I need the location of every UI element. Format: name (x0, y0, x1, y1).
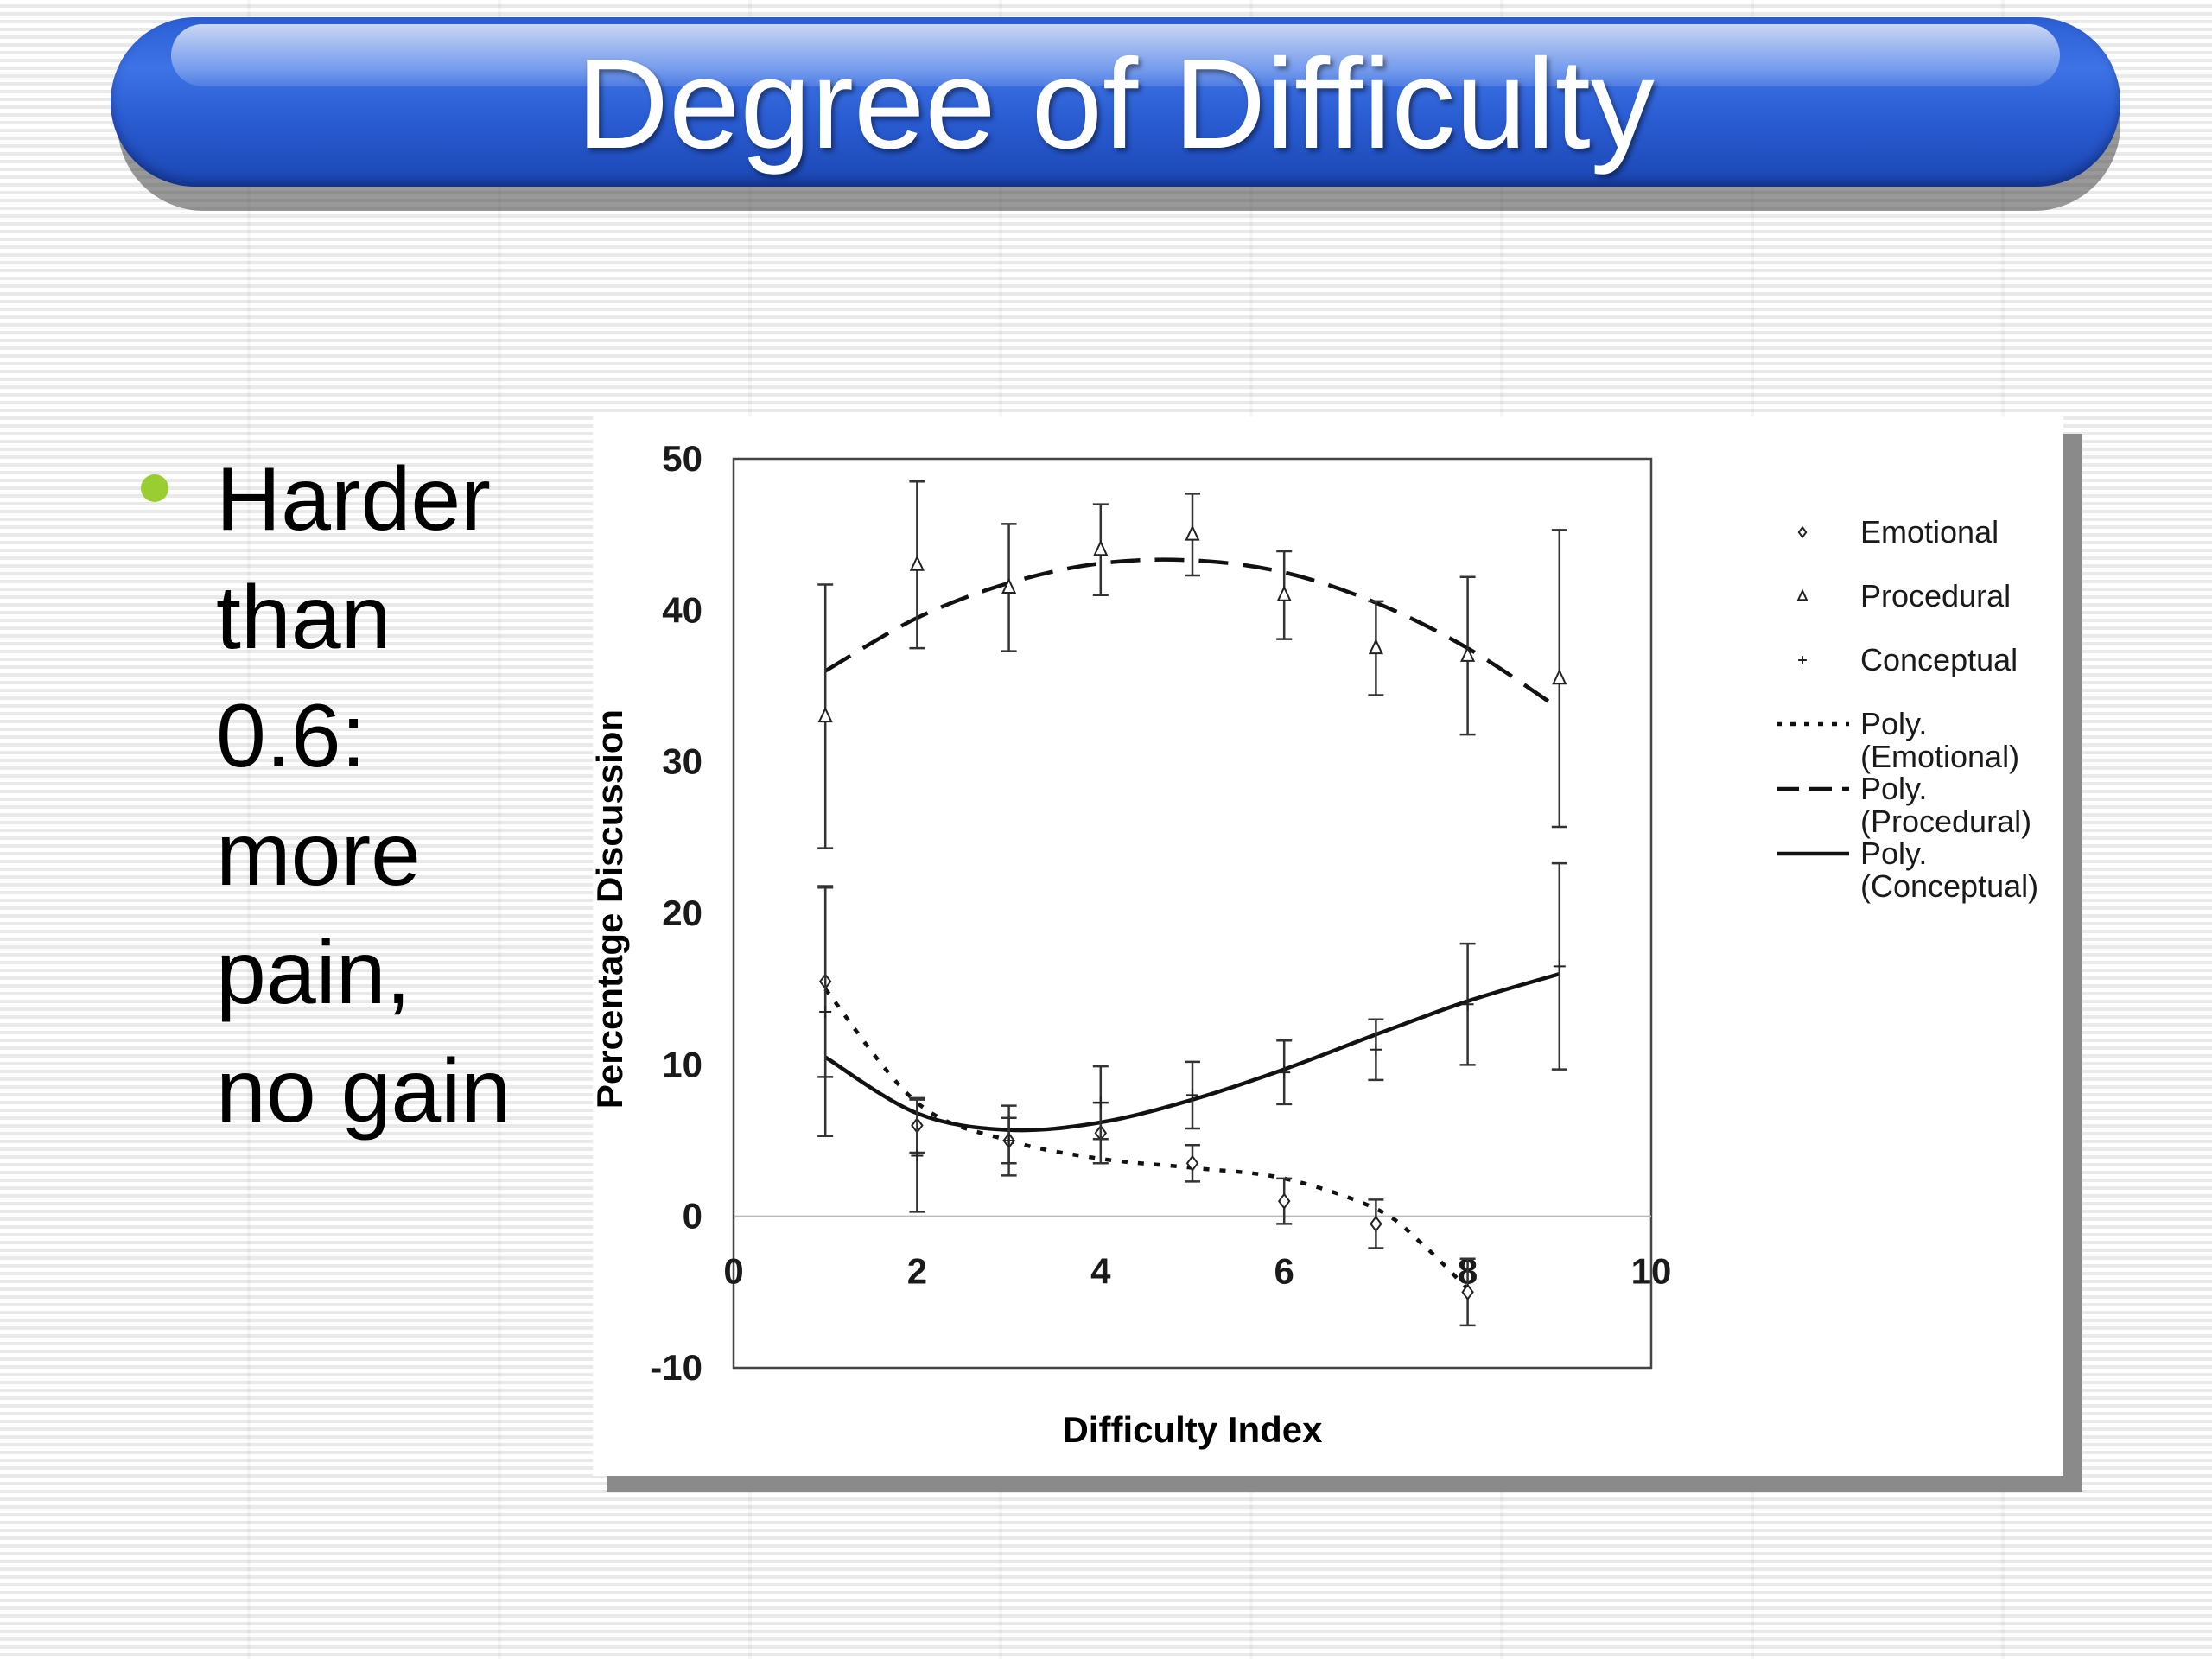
legend-label: Emotional (1860, 514, 1999, 550)
legend-label: Poly. (1860, 706, 1927, 741)
legend-label: Conceptual (1860, 642, 2018, 677)
bullet-line: pain, (216, 923, 411, 1023)
x-axis-title: Difficulty Index (1062, 1409, 1323, 1450)
data-point-triangle (909, 555, 925, 571)
chart-figure: -10 0 10 20 30 40 50 0 2 4 6 8 10 Difficulty Index Per… (593, 416, 2063, 1476)
data-point-triangle (1460, 645, 1476, 662)
data-point-plus (1370, 1043, 1382, 1056)
y-tick-label: 50 (662, 438, 702, 479)
slide-title: Degree of Difficulty (576, 33, 1655, 175)
bullet-line: Harder (216, 449, 491, 550)
data-point-triangle (1368, 638, 1383, 655)
y-axis-title: Percentage Discussion (593, 709, 630, 1109)
title-bar: Degree of Difficulty (111, 17, 2120, 187)
bullet-line: more (216, 804, 421, 905)
data-point-diamond (1277, 1192, 1291, 1210)
legend-label: Poly. (1860, 771, 1927, 806)
data-point-triangle (1001, 577, 1017, 594)
bullet-line: no gain (216, 1041, 512, 1141)
data-point-diamond (1461, 1283, 1474, 1300)
x-tick-label: 10 (1631, 1251, 1672, 1292)
bullet-line: than (216, 568, 391, 668)
legend-label: (Emotional) (1860, 739, 2019, 774)
x-tick-label: 0 (723, 1251, 743, 1292)
trend-line-dotted (823, 988, 1470, 1291)
trend-line-dashed (824, 557, 1561, 711)
legend-symbol-triangle (1796, 588, 1808, 601)
x-tick-label: 4 (1090, 1251, 1111, 1292)
data-point-triangle (1552, 668, 1567, 685)
y-tick-label: 40 (662, 589, 702, 630)
data-point-plus (1461, 998, 1474, 1011)
legend-label: (Conceptual) (1860, 868, 2038, 904)
legend-label: Poly. (1860, 836, 1927, 871)
y-tick-label: 20 (662, 893, 702, 933)
data-point-plus (819, 1005, 832, 1018)
bullet-text: Harder than 0.6: more pain, no gain (216, 441, 579, 1151)
data-point-plus (1553, 960, 1566, 973)
data-point-triangle (1185, 524, 1200, 541)
plot-frame (732, 457, 1653, 1370)
data-point-plus (1002, 1135, 1015, 1147)
bullet-line: 0.6: (216, 686, 366, 786)
legend-label: (Procedural) (1860, 804, 2031, 839)
bullet-dot (141, 474, 168, 502)
data-point-plus (1278, 1066, 1291, 1079)
data-point-diamond (1370, 1215, 1382, 1233)
data-point-diamond (1185, 1154, 1199, 1172)
data-point-triangle (1276, 585, 1292, 601)
legend-symbol-plus (1798, 656, 1807, 664)
data-point-plus (911, 1149, 924, 1162)
x-tick-label: 6 (1274, 1251, 1294, 1292)
y-tick-label: 10 (662, 1044, 702, 1084)
x-tick-label: 2 (907, 1251, 927, 1292)
data-point-triangle (1093, 539, 1109, 556)
data-point-triangle (817, 706, 833, 723)
y-tick-label: -10 (650, 1347, 702, 1388)
title-bar-gloss (171, 24, 2060, 86)
y-tick-label: 30 (662, 741, 702, 782)
y-tick-label: 0 (683, 1196, 702, 1236)
data-point-plus (1186, 1089, 1198, 1102)
legend-symbol-diamond (1797, 525, 1808, 539)
data-point-plus (1094, 1096, 1107, 1109)
legend-label: Procedural (1860, 578, 2011, 613)
